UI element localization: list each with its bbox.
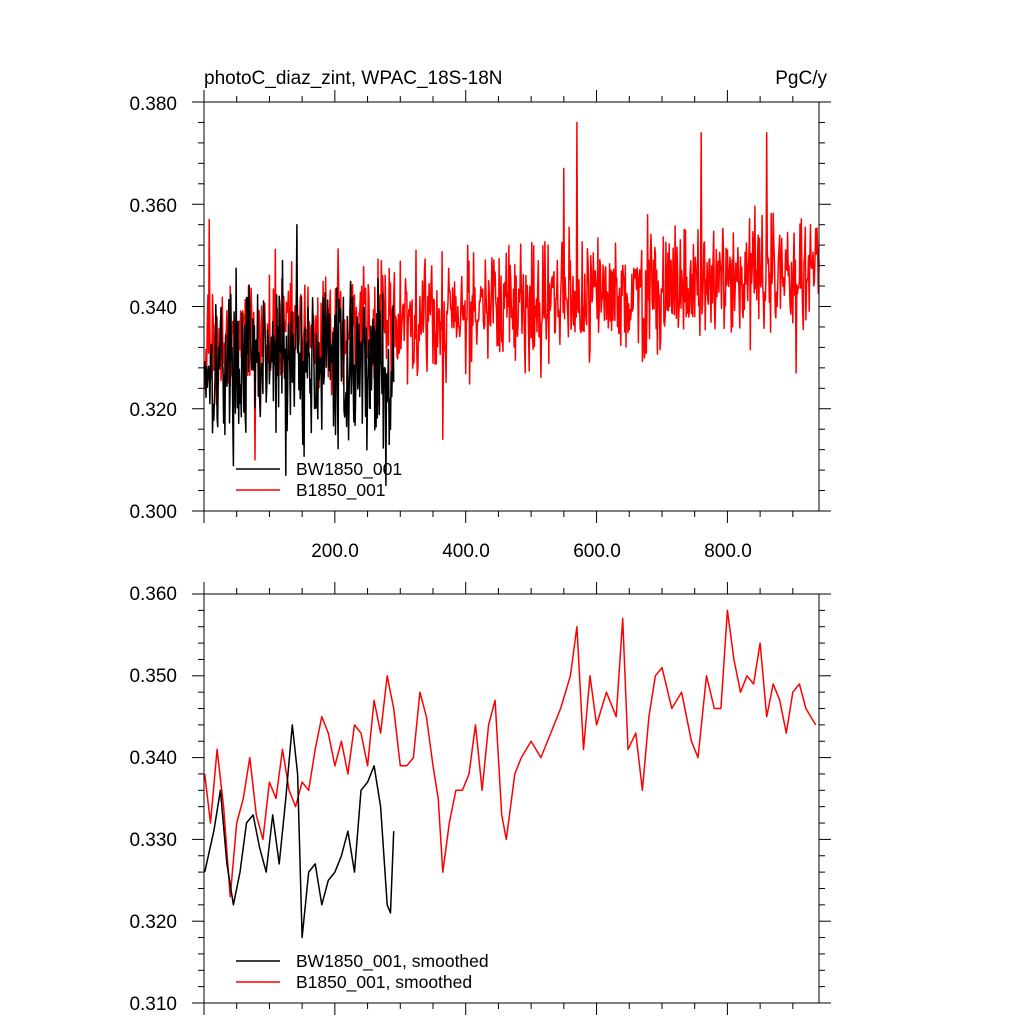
y-tick-label: 0.320 xyxy=(129,912,177,933)
x-tick-label: 800.0 xyxy=(704,541,752,562)
legend-label: BW1850_001 xyxy=(296,459,402,480)
y-tick-label: 0.380 xyxy=(129,94,177,115)
legend-label: BW1850_001, smoothed xyxy=(296,951,489,972)
top-plot-frame xyxy=(203,101,820,512)
bottom-series-group xyxy=(203,609,817,939)
bottom-legend: BW1850_001, smoothed B1850_001, smoothed xyxy=(236,951,489,993)
bottom-tick-marks xyxy=(192,582,831,1015)
series-line xyxy=(203,609,817,898)
chart-units: PgC/y xyxy=(775,68,827,89)
top-legend: BW1850_001 B1850_001 xyxy=(236,459,402,501)
top-y-tick-labels: 0.300 0.320 0.340 0.360 0.380 xyxy=(129,94,177,523)
top-tick-marks xyxy=(192,90,831,523)
y-tick-label: 0.340 xyxy=(129,298,177,319)
bottom-panel: 0.310 0.320 0.330 0.340 0.350 0.360 BW18… xyxy=(129,582,831,1015)
series-line xyxy=(203,223,395,487)
y-tick-label: 0.320 xyxy=(129,400,177,421)
top-series-group xyxy=(203,121,820,487)
x-tick-label: 400.0 xyxy=(442,541,490,562)
series-line xyxy=(203,724,395,939)
y-tick-label: 0.330 xyxy=(129,830,177,851)
y-tick-label: 0.340 xyxy=(129,748,177,769)
bottom-plot-frame xyxy=(203,593,820,1004)
legend-label: B1850_001 xyxy=(296,480,386,501)
y-tick-label: 0.360 xyxy=(129,584,177,605)
x-tick-label: 600.0 xyxy=(573,541,621,562)
y-tick-label: 0.350 xyxy=(129,666,177,687)
y-tick-label: 0.360 xyxy=(129,196,177,217)
x-tick-label: 200.0 xyxy=(311,541,359,562)
bottom-y-tick-labels: 0.310 0.320 0.330 0.340 0.350 0.360 xyxy=(129,584,177,1015)
chart-title: photoC_diaz_zint, WPAC_18S-18N xyxy=(204,68,503,89)
legend-label: B1850_001, smoothed xyxy=(296,972,472,993)
y-tick-label: 0.300 xyxy=(129,502,177,523)
top-panel: photoC_diaz_zint, WPAC_18S-18N PgC/y 0.3… xyxy=(129,68,831,562)
y-tick-label: 0.310 xyxy=(129,994,177,1015)
top-x-tick-labels: 200.0 400.0 600.0 800.0 xyxy=(311,541,752,562)
